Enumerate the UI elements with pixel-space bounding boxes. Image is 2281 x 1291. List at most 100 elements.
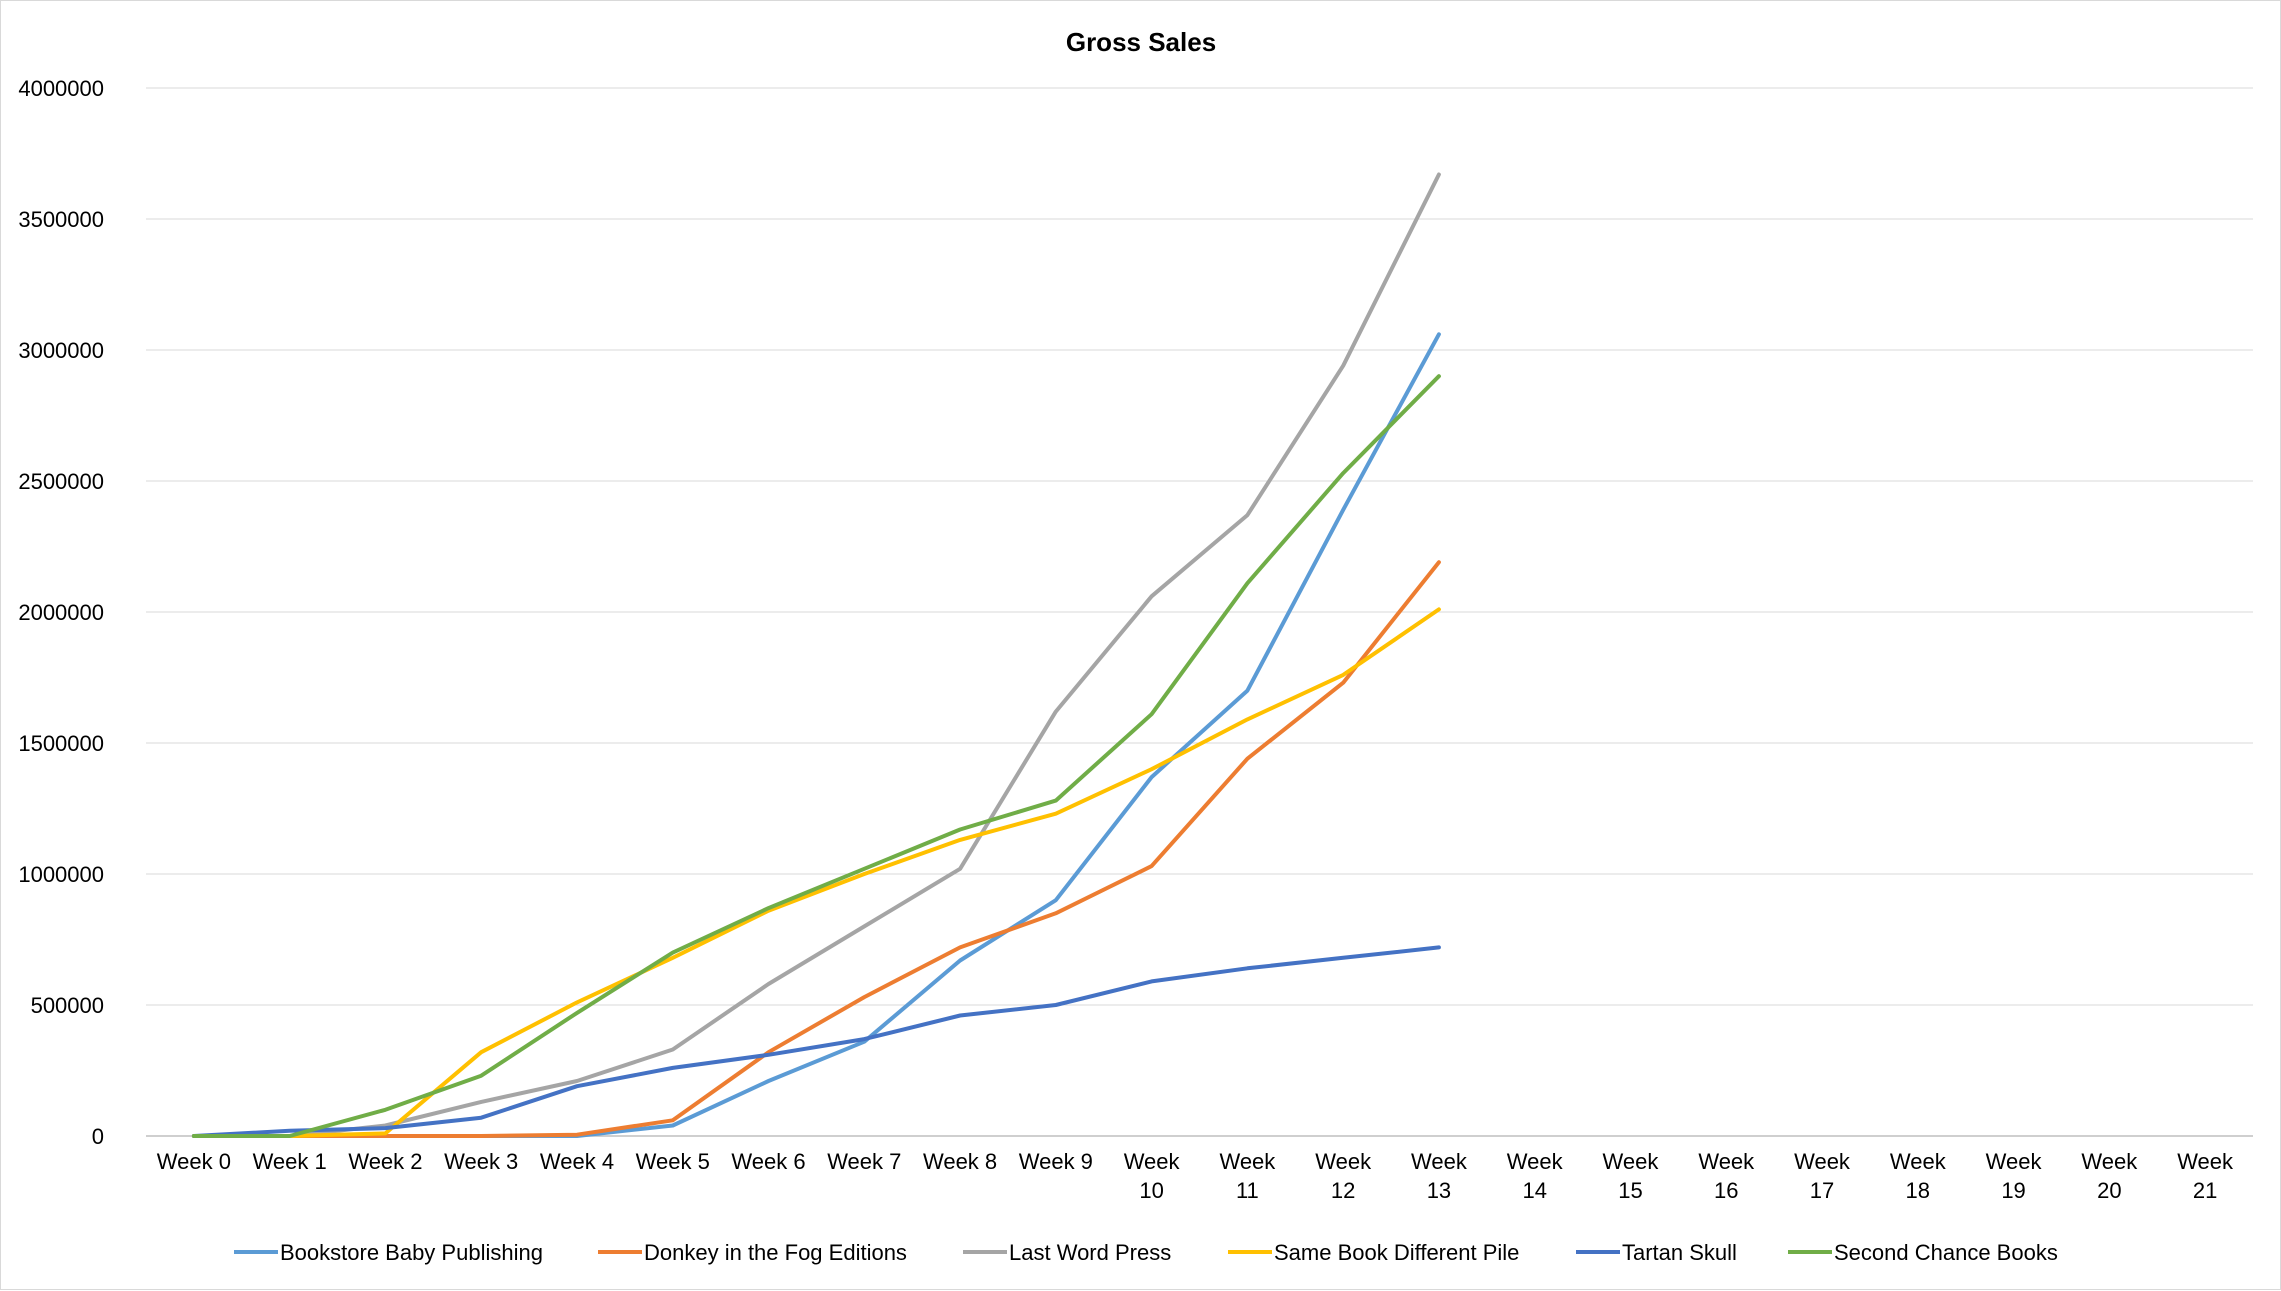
data-point: [1437, 332, 1441, 336]
x-tick-label: Week 7: [827, 1149, 901, 1174]
data-point: [1054, 710, 1058, 714]
series-line-1: [191, 560, 1441, 1138]
x-tick-label: Week 15: [1603, 1149, 1660, 1203]
x-tick-label: Week 3: [444, 1149, 518, 1174]
x-axis-ticks: Week 0 Week 1 Week 2 Week 3 Week 4 Week 5 Week…: [157, 1149, 2234, 1203]
data-point: [1150, 767, 1154, 771]
data-point: [671, 1118, 675, 1122]
data-point: [1245, 757, 1249, 761]
legend-label: Bookstore Baby Publishing: [280, 1240, 543, 1265]
x-tick-label: Week 13: [1411, 1149, 1468, 1203]
data-point: [1341, 508, 1345, 512]
data-point: [479, 1050, 483, 1054]
y-tick-label: 1500000: [18, 731, 104, 756]
data-point: [192, 1134, 196, 1138]
series-line-4: [191, 945, 1441, 1138]
data-point: [575, 1079, 579, 1083]
data-point: [1150, 775, 1154, 779]
x-tick-label: Week 8: [923, 1149, 997, 1174]
x-tick-label: Week 14: [1507, 1149, 1564, 1203]
data-point: [767, 906, 771, 910]
x-tick-label: Week 16: [1698, 1149, 1755, 1203]
data-point: [288, 1134, 292, 1138]
data-point: [1437, 374, 1441, 378]
data-point: [671, 1066, 675, 1070]
data-point: [575, 1011, 579, 1015]
data-point: [1054, 812, 1058, 816]
x-tick-label: Week 20: [2081, 1149, 2138, 1203]
legend-label: Tartan Skull: [1622, 1240, 1737, 1265]
data-point: [1150, 712, 1154, 716]
series-line-3: [191, 607, 1441, 1138]
y-tick-label: 500000: [31, 993, 104, 1018]
data-point: [479, 1074, 483, 1078]
data-point: [958, 838, 962, 842]
data-point: [1437, 607, 1441, 611]
data-point: [671, 1048, 675, 1052]
data-point: [1245, 513, 1249, 517]
data-point: [1245, 717, 1249, 721]
x-tick-label: Week 18: [1890, 1149, 1947, 1203]
data-point: [671, 1124, 675, 1128]
data-point: [1341, 471, 1345, 475]
x-tick-label: Week 0: [157, 1149, 231, 1174]
data-point: [479, 1100, 483, 1104]
x-tick-label: Week 2: [348, 1149, 422, 1174]
x-tick-label: Week 11: [1219, 1149, 1276, 1203]
data-point: [575, 1000, 579, 1004]
data-point: [958, 827, 962, 831]
data-point: [1437, 172, 1441, 176]
data-point: [671, 956, 675, 960]
x-tick-label: Week 21: [2177, 1149, 2234, 1203]
data-point: [1150, 594, 1154, 598]
data-point: [575, 1084, 579, 1088]
y-tick-label: 0: [92, 1124, 104, 1149]
legend-label: Same Book Different Pile: [1274, 1240, 1519, 1265]
x-tick-label: Week 17: [1794, 1149, 1851, 1203]
series-line-0: [191, 332, 1441, 1138]
legend-label: Donkey in the Fog Editions: [644, 1240, 907, 1265]
data-point: [671, 951, 675, 955]
x-tick-label: Week 10: [1124, 1149, 1181, 1203]
data-point: [958, 945, 962, 949]
y-axis-ticks: 0 500000 1000000 1500000 2000000 2500000 30000…: [18, 76, 104, 1149]
data-point: [1245, 689, 1249, 693]
data-point: [1341, 673, 1345, 677]
x-tick-label: Week 9: [1019, 1149, 1093, 1174]
gridlines: [146, 87, 2253, 1137]
data-point: [288, 1129, 292, 1133]
chart-title: Gross Sales: [1066, 27, 1216, 57]
data-point: [862, 924, 866, 928]
series-line-2: [191, 172, 1441, 1138]
y-tick-label: 2500000: [18, 469, 104, 494]
data-point: [1341, 681, 1345, 685]
data-point: [383, 1131, 387, 1135]
data-point: [383, 1108, 387, 1112]
x-tick-label: Week 4: [540, 1149, 614, 1174]
data-point: [1150, 864, 1154, 868]
y-tick-label: 1000000: [18, 862, 104, 887]
data-point: [862, 867, 866, 871]
data-point: [1054, 898, 1058, 902]
data-point: [1341, 956, 1345, 960]
x-tick-label: Week 19: [1986, 1149, 2043, 1203]
legend-label: Second Chance Books: [1834, 1240, 2058, 1265]
data-point: [1054, 799, 1058, 803]
legend-label: Last Word Press: [1009, 1240, 1171, 1265]
data-point: [575, 1133, 579, 1137]
legend: Bookstore Baby Publishing Donkey in the F…: [234, 1240, 2058, 1265]
data-point: [1054, 911, 1058, 915]
data-point: [958, 958, 962, 962]
x-tick-label: Week 6: [731, 1149, 805, 1174]
y-tick-label: 3500000: [18, 207, 104, 232]
x-tick-label: Week 5: [636, 1149, 710, 1174]
data-point: [1245, 966, 1249, 970]
data-point: [862, 1037, 866, 1041]
data-point: [1150, 979, 1154, 983]
data-point: [862, 872, 866, 876]
series-line-5: [191, 374, 1441, 1138]
y-tick-label: 4000000: [18, 76, 104, 101]
data-point: [1341, 364, 1345, 368]
